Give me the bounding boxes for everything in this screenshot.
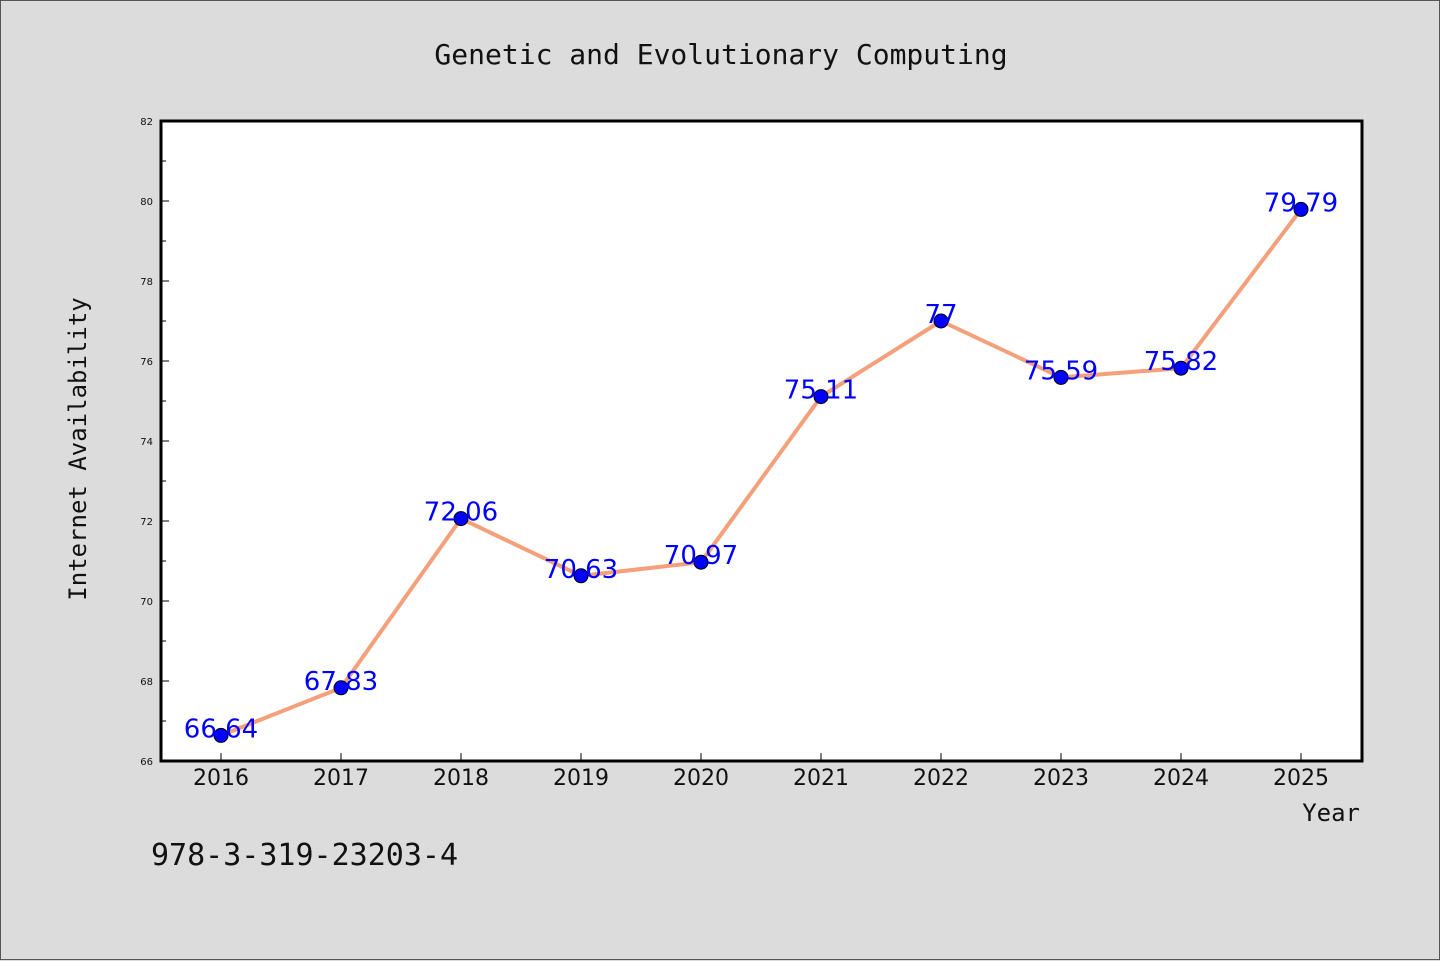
data-label: 70.63 <box>544 555 618 585</box>
y-tick-label: 78 <box>140 277 153 288</box>
y-tick-label: 70 <box>140 597 153 608</box>
data-label: 75.11 <box>784 376 858 406</box>
data-point <box>453 511 469 527</box>
data-point <box>213 727 229 743</box>
x-tick-label: 2022 <box>913 766 969 791</box>
data-label: 75.59 <box>1024 356 1098 386</box>
data-labels: 66.64 67.83 72.06 70.63 70.97 75.11 77 75.59 75.… <box>184 188 1338 744</box>
x-axis-label: Year <box>1302 799 1360 827</box>
y-tick-label: 80 <box>140 197 153 208</box>
y-tick-label: 72 <box>140 517 153 528</box>
isbn-text: 978-3-319-23203-4 <box>151 838 458 873</box>
data-label: 79.79 <box>1264 188 1338 218</box>
x-tick-label: 2021 <box>793 766 849 791</box>
data-point <box>333 680 349 696</box>
data-point <box>1053 369 1069 385</box>
data-label: 66.64 <box>184 714 258 744</box>
x-tick-label: 2018 <box>433 766 489 791</box>
y-tick-label: 66 <box>140 757 153 768</box>
x-tick-label: 2023 <box>1033 766 1089 791</box>
y-tick-label: 74 <box>140 437 153 448</box>
data-point <box>693 554 709 570</box>
data-label: 67.83 <box>304 667 378 697</box>
x-tick-label: 2024 <box>1153 766 1209 791</box>
y-tick-label: 82 <box>140 117 153 128</box>
x-axis: 2016 2017 2018 2019 2020 2021 2022 2023 2024 2025 <box>193 753 1329 791</box>
data-point <box>933 313 949 329</box>
y-axis-label: Internet Availability <box>64 297 92 600</box>
data-label: 72.06 <box>424 498 498 528</box>
series-line <box>220 208 1303 738</box>
data-point <box>1293 201 1309 217</box>
x-tick-label: 2020 <box>673 766 729 791</box>
series-markers <box>213 201 1309 743</box>
data-label: 77 <box>924 300 957 330</box>
y-tick-label: 76 <box>140 357 153 368</box>
x-tick-label: 2017 <box>313 766 369 791</box>
plot-area <box>159 119 1364 763</box>
x-tick-label: 2025 <box>1273 766 1329 791</box>
data-label: 70.97 <box>664 541 738 571</box>
x-tick-label: 2019 <box>553 766 609 791</box>
chart-title: Genetic and Evolutionary Computing <box>434 38 1007 71</box>
y-axis: 66 68 70 72 74 76 78 80 82 <box>140 117 169 768</box>
y-tick-label: 68 <box>140 677 153 688</box>
data-label: 75.82 <box>1144 347 1218 377</box>
data-point <box>813 389 829 405</box>
data-point <box>1173 360 1189 376</box>
x-tick-label: 2016 <box>193 766 249 791</box>
data-point <box>573 568 589 584</box>
